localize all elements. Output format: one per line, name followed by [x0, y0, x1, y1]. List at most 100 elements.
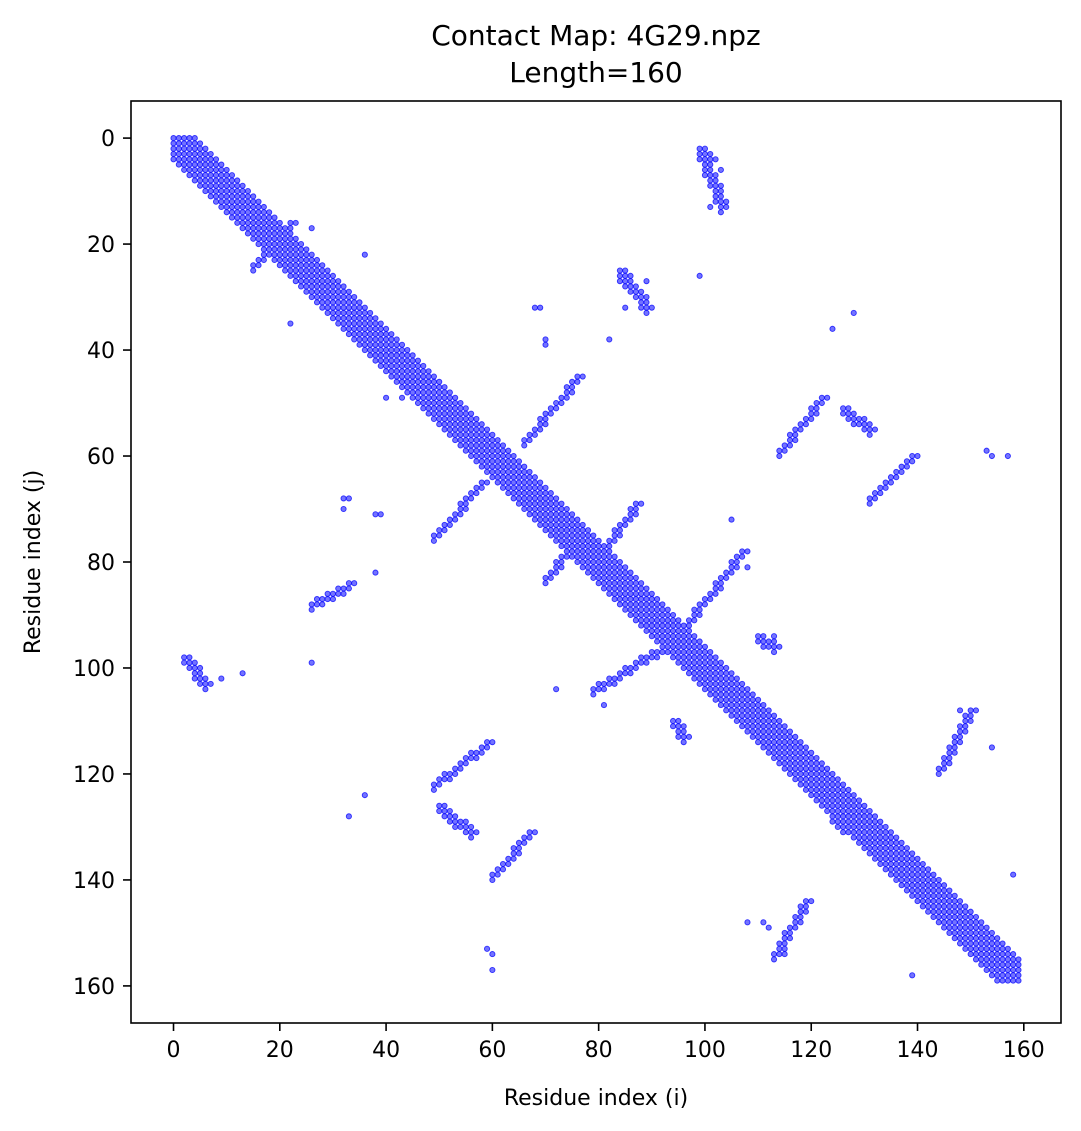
contact-point	[978, 935, 985, 942]
contact-point	[388, 357, 395, 364]
contact-point	[813, 760, 820, 767]
contact-point	[882, 866, 889, 873]
contact-point	[393, 341, 400, 348]
contact-point	[988, 966, 995, 974]
contact-point	[186, 156, 193, 163]
contact-point	[935, 903, 942, 910]
contact-point	[558, 537, 565, 544]
contact-point	[861, 818, 868, 825]
contact-point	[818, 765, 825, 772]
contact-point	[962, 903, 969, 910]
contact-point	[808, 415, 815, 422]
contact-point	[866, 850, 873, 857]
contact-point	[680, 627, 687, 634]
contact-point	[388, 331, 395, 338]
contact-point	[664, 633, 671, 640]
contact-point	[999, 951, 1006, 958]
contact-point	[446, 770, 453, 778]
contact-point	[861, 802, 868, 809]
contact-point	[584, 527, 592, 534]
contact-point	[462, 415, 469, 422]
contact-point	[717, 203, 724, 211]
contact-point	[186, 664, 193, 672]
contact-point	[335, 315, 342, 322]
contact-point	[935, 770, 942, 778]
contact-point	[515, 479, 522, 486]
contact-point	[755, 696, 762, 703]
contact-point	[914, 855, 921, 862]
contact-point	[845, 792, 852, 799]
contact-point	[595, 548, 602, 555]
contact-point	[239, 214, 246, 221]
contact-point	[914, 876, 921, 883]
contact-point	[181, 161, 188, 168]
contact-point	[988, 452, 995, 460]
contact-point	[983, 966, 990, 974]
contact-point	[228, 182, 236, 189]
contact-point	[197, 675, 204, 682]
contact-point	[595, 537, 602, 544]
contact-point	[861, 834, 868, 841]
contact-point	[404, 368, 411, 375]
contact-point	[590, 548, 597, 555]
contact-point	[802, 415, 809, 422]
contact-point	[707, 675, 714, 682]
contact-point	[446, 813, 453, 820]
contact-point	[335, 320, 342, 327]
contact-point	[632, 505, 639, 513]
contact-point	[430, 389, 437, 396]
contact-point	[701, 172, 708, 179]
contact-point	[271, 235, 278, 242]
contact-point	[526, 479, 533, 486]
contact-point	[430, 537, 437, 544]
contact-point	[430, 394, 437, 401]
contact-point	[680, 622, 687, 629]
contact-point	[792, 755, 799, 762]
contact-point	[207, 156, 214, 163]
contact-point	[616, 267, 623, 274]
contact-point	[191, 150, 198, 158]
contact-point	[462, 426, 469, 433]
x-tick-label: 60	[478, 1038, 506, 1063]
contact-point	[877, 834, 884, 841]
contact-point	[298, 251, 305, 258]
contact-point	[770, 755, 778, 762]
contact-point	[170, 135, 177, 142]
contact-point	[351, 294, 358, 301]
contact-point	[707, 161, 714, 168]
contact-point	[351, 336, 358, 343]
contact-point	[776, 717, 783, 725]
contact-point	[478, 458, 485, 465]
contact-point	[287, 230, 294, 237]
contact-point	[893, 860, 900, 868]
contact-point	[191, 166, 198, 173]
contact-point	[250, 225, 257, 232]
contact-point	[707, 150, 714, 158]
contact-point	[420, 384, 427, 391]
contact-point	[345, 585, 352, 592]
contact-point	[1004, 452, 1011, 460]
contact-point	[723, 686, 730, 693]
contact-point	[627, 580, 634, 587]
contact-point	[856, 415, 863, 422]
contact-point	[643, 590, 650, 597]
contact-point	[436, 532, 443, 539]
contact-point	[356, 325, 363, 332]
contact-point	[707, 691, 714, 698]
contact-point	[707, 596, 714, 603]
contact-point	[627, 283, 634, 290]
contact-point	[685, 617, 693, 624]
contact-point	[313, 299, 321, 306]
contact-point	[398, 346, 406, 354]
contact-point	[282, 262, 289, 269]
contact-point	[845, 808, 852, 815]
contact-point	[898, 876, 905, 883]
contact-point	[590, 574, 597, 581]
contact-point	[792, 765, 799, 772]
contact-point	[770, 712, 778, 719]
contact-point	[606, 680, 613, 687]
contact-point	[452, 394, 459, 401]
contact-point	[393, 357, 400, 364]
contact-point	[616, 580, 623, 587]
contact-point	[207, 150, 214, 158]
